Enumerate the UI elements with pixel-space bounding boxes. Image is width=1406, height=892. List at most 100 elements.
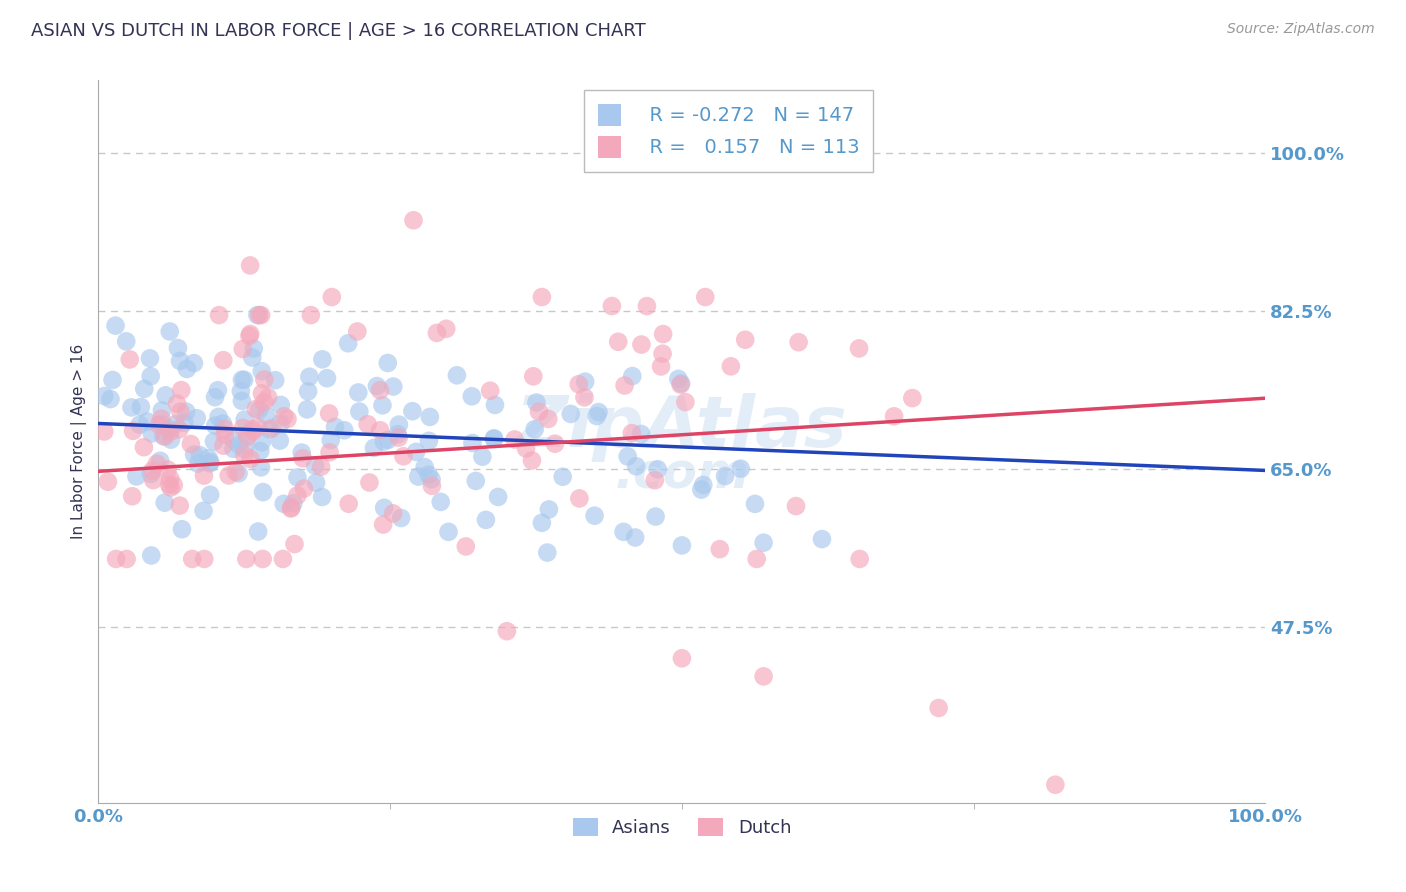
Point [139,467,162,481]
Point [304,458,326,473]
Point [173,416,195,430]
Point [496,624,519,639]
Point [503,433,526,447]
Point [170,383,193,397]
Point [426,326,449,340]
Point [239,452,262,467]
Point [295,402,318,417]
Point [169,405,191,419]
Point [269,417,291,431]
Point [183,356,205,370]
Point [242,425,264,439]
Point [671,651,693,665]
Point [583,508,606,523]
Point [316,371,339,385]
Point [624,459,647,474]
Point [242,422,264,436]
Point [208,308,231,322]
Point [200,455,222,469]
Point [232,342,254,356]
Point [157,477,180,491]
Point [305,475,328,490]
Point [155,388,177,402]
Point [186,411,208,425]
Point [454,540,477,554]
Point [232,421,254,435]
Point [337,497,360,511]
Point [93,389,115,403]
Point [250,435,273,450]
Point [283,537,305,551]
Point [229,384,252,399]
Point [150,411,173,425]
Point [744,497,766,511]
Point [309,459,332,474]
Point [260,421,283,435]
Point [387,427,409,442]
Point [382,379,405,393]
Point [159,325,181,339]
Point [636,299,658,313]
Point [153,496,176,510]
Point [785,499,807,513]
Point [152,429,174,443]
Point [118,352,141,367]
Point [276,412,298,426]
Point [536,545,558,559]
Point [714,469,737,483]
Point [434,322,457,336]
Point [101,373,124,387]
Point [366,379,388,393]
Point [630,337,652,351]
Point [848,552,870,566]
Point [233,373,256,387]
Point [523,422,546,436]
Point [464,474,486,488]
Point [429,495,451,509]
Point [236,429,259,443]
Point [333,423,356,437]
Point [249,444,271,458]
Point [170,522,193,536]
Point [522,369,544,384]
Point [283,496,305,510]
Point [128,417,150,432]
Point [530,290,553,304]
Point [482,432,505,446]
Point [745,552,768,566]
Point [461,436,484,450]
Point [471,450,494,464]
Point [247,403,270,417]
Point [479,384,502,398]
Point [297,384,319,399]
Point [212,353,235,368]
Point [848,342,870,356]
Point [730,461,752,475]
Point [141,426,163,441]
Point [254,408,277,422]
Point [287,470,309,484]
Point [720,359,742,374]
Point [620,426,643,441]
Point [245,402,267,417]
Point [1045,778,1067,792]
Point [159,425,181,439]
Point [231,393,253,408]
Point [269,434,291,448]
Point [270,398,292,412]
Point [692,478,714,492]
Point [318,445,340,459]
Point [537,412,560,426]
Text: .com: .com [614,450,749,498]
Point [373,517,395,532]
Point [257,390,280,404]
Point [337,336,360,351]
Point [690,483,713,497]
Point [239,326,262,341]
Point [363,441,385,455]
Point [163,478,186,492]
Point [405,445,427,459]
Point [388,431,411,445]
Point [233,448,256,462]
Point [97,475,120,489]
